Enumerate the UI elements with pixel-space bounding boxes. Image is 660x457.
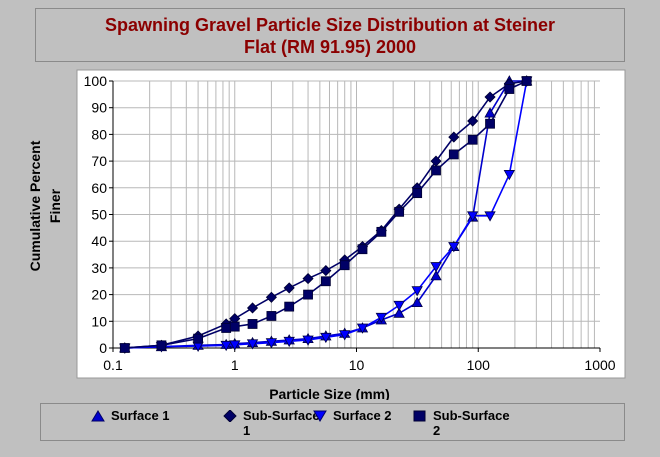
data-point	[303, 289, 313, 300]
square-marker-icon	[413, 410, 426, 422]
data-point	[485, 118, 495, 129]
y-axis-label-line-1: Cumulative Percent	[27, 140, 43, 271]
data-point	[411, 286, 423, 297]
data-point	[246, 339, 259, 350]
data-point	[448, 131, 460, 143]
x-axis-label: Particle Size (mm)	[269, 386, 390, 400]
data-point	[247, 319, 258, 329]
data-point	[246, 302, 259, 314]
data-point	[393, 307, 405, 318]
y-tick-label: 0	[99, 340, 107, 356]
data-point	[376, 226, 387, 237]
legend-label-line-2: 1	[243, 423, 251, 438]
data-point	[339, 330, 351, 341]
data-point	[119, 343, 130, 353]
triangle-down-marker-icon	[313, 410, 327, 422]
y-tick-label: 70	[91, 153, 107, 169]
data-point	[412, 188, 423, 199]
y-axis-label-line-2: Finer	[47, 188, 63, 223]
data-point	[484, 211, 496, 222]
data-point	[430, 270, 442, 281]
data-point	[229, 340, 241, 351]
legend-label: Sub-Surface	[243, 408, 320, 423]
y-tick-label: 50	[91, 207, 107, 223]
legend-label: Sub-Surface	[433, 408, 510, 423]
data-point	[448, 242, 460, 253]
data-point	[193, 333, 203, 344]
y-tick-label: 80	[91, 126, 107, 142]
data-point	[503, 170, 516, 181]
x-tick-label: 1	[231, 357, 239, 373]
y-tick-label: 40	[91, 233, 107, 249]
data-point	[411, 296, 423, 308]
chart-title-line-1: Spawning Gravel Particle Size Distributi…	[104, 15, 556, 35]
data-point	[220, 340, 232, 352]
data-point	[448, 149, 459, 160]
y-tick-label: 10	[91, 313, 107, 329]
data-point	[302, 335, 314, 346]
data-point	[375, 312, 388, 324]
legend-label: Surface 2	[333, 408, 392, 423]
data-point	[484, 91, 496, 103]
data-point	[302, 273, 314, 285]
series-sub-surface-2	[119, 76, 532, 353]
chart-title-line-2: Flat (RM 91.95) 2000	[243, 37, 417, 57]
data-point	[265, 338, 278, 349]
y-tick-label: 60	[91, 180, 107, 196]
data-point	[466, 211, 479, 222]
x-tick-label: 10	[349, 357, 365, 373]
data-point	[356, 323, 369, 334]
x-tick-label: 0.1	[103, 357, 123, 373]
data-point	[320, 276, 331, 287]
legend: Surface 1 Sub-Surface 1 Surface 2 Sub-Sur…	[40, 403, 625, 441]
x-tick-label: 1000	[584, 357, 615, 373]
data-point	[283, 282, 295, 294]
y-tick-label: 30	[91, 260, 107, 276]
data-point	[393, 300, 405, 312]
series-surface-2	[119, 76, 533, 354]
data-point	[266, 311, 277, 321]
y-tick-label: 90	[91, 100, 107, 116]
data-point	[504, 84, 515, 94]
data-point	[156, 340, 167, 351]
data-point	[265, 291, 277, 303]
chart-canvas: 0 10 20 30 40 50 60 70 80 90 100 0.1 1 10 100 1000 Parti…	[27, 69, 626, 400]
y-axis-label: Cumulative Percent Finer	[27, 140, 63, 271]
data-point	[357, 244, 368, 255]
y-tick-label: 100	[84, 73, 108, 89]
data-point	[467, 115, 479, 127]
triangle-up-marker-icon	[91, 410, 105, 422]
data-point	[521, 76, 532, 86]
data-point	[284, 301, 295, 312]
data-point	[430, 262, 442, 273]
data-point	[394, 206, 405, 217]
data-point	[339, 260, 350, 271]
legend-label: Surface 1	[111, 408, 170, 423]
data-point	[221, 323, 232, 333]
chart-title-box: Spawning Gravel Particle Size Distributi…	[35, 8, 625, 62]
data-point	[283, 336, 295, 348]
data-point	[320, 332, 332, 344]
diamond-marker-icon	[223, 410, 237, 422]
data-point	[431, 165, 441, 176]
data-point	[229, 321, 240, 332]
data-point	[320, 265, 332, 277]
x-tick-label: 100	[467, 357, 491, 373]
data-point	[467, 134, 478, 145]
data-point	[484, 107, 496, 118]
legend-label-line-2: 2	[433, 423, 441, 438]
y-tick-label: 20	[91, 287, 107, 303]
